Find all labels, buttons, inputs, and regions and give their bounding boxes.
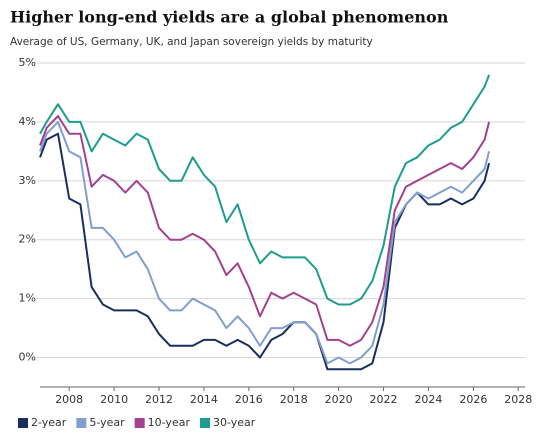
x-tick-label: 2010 bbox=[100, 393, 128, 406]
y-tick-label: 3% bbox=[19, 174, 36, 187]
x-tick-label: 2024 bbox=[414, 393, 442, 406]
x-tick-label: 2022 bbox=[370, 393, 398, 406]
legend-swatch bbox=[76, 418, 87, 428]
x-tick-label: 2020 bbox=[325, 393, 353, 406]
y-tick-label: 5% bbox=[19, 56, 36, 69]
series-line bbox=[39, 120, 491, 365]
x-tick-label: 2012 bbox=[145, 393, 173, 406]
legend-swatch bbox=[18, 418, 28, 428]
y-tick-label: 1% bbox=[19, 292, 36, 305]
x-tick-label: 2008 bbox=[55, 393, 83, 406]
y-tick-label: 4% bbox=[19, 115, 36, 128]
series-line bbox=[39, 132, 491, 371]
chart-subtitle: Average of US, Germany, UK, and Japan so… bbox=[10, 36, 373, 48]
legend-label: 10-year bbox=[148, 416, 191, 429]
x-tick-label: 2014 bbox=[190, 393, 218, 406]
x-tick-label: 2028 bbox=[504, 393, 532, 406]
y-tick-label: 0% bbox=[19, 351, 36, 364]
x-tick-label: 2018 bbox=[280, 393, 308, 406]
series-line bbox=[39, 115, 491, 347]
legend-label: 5-year bbox=[89, 416, 125, 429]
legend-swatch bbox=[199, 418, 210, 428]
y-tick-label: 2% bbox=[19, 233, 36, 246]
x-tick-label: 2026 bbox=[459, 393, 487, 406]
series-line bbox=[39, 74, 491, 306]
legend-label: 2-year bbox=[31, 416, 67, 429]
legend-label: 30-year bbox=[213, 416, 256, 429]
x-tick-label: 2016 bbox=[235, 393, 263, 406]
chart-title: Higher long-end yields are a global phen… bbox=[10, 8, 449, 27]
legend-swatch bbox=[134, 418, 145, 428]
